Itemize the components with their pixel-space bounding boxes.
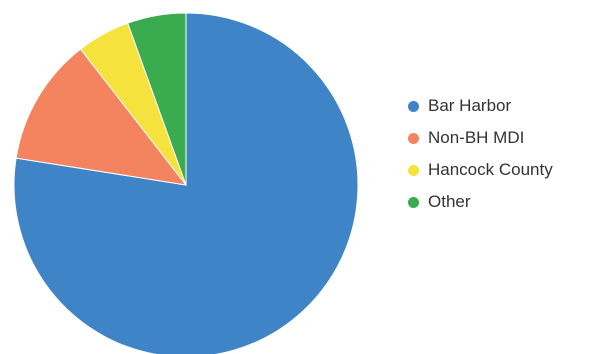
legend-item-bar-harbor: Bar Harbor bbox=[408, 93, 553, 119]
legend-swatch-other bbox=[408, 196, 419, 208]
pie-slice-non-bh-mdi bbox=[15, 48, 188, 186]
pie-plot bbox=[13, 12, 359, 354]
legend-label-hancock-county: Hancock County bbox=[428, 160, 553, 179]
legend-label-other: Other bbox=[428, 192, 471, 211]
chart-legend: Bar Harbor Non-BH MDI Hancock County Other bbox=[408, 93, 553, 221]
legend-item-other: Other bbox=[408, 189, 553, 215]
legend-swatch-non-bh-mdi bbox=[408, 132, 419, 144]
legend-swatch-bar-harbor bbox=[408, 100, 419, 112]
legend-swatch-hancock-county bbox=[408, 164, 419, 176]
legend-item-non-bh-mdi: Non-BH MDI bbox=[408, 125, 553, 151]
legend-item-hancock-county: Hancock County bbox=[408, 157, 553, 183]
legend-label-bar-harbor: Bar Harbor bbox=[428, 96, 512, 115]
pie-slice-other bbox=[127, 12, 187, 186]
legend-label-non-bh-mdi: Non-BH MDI bbox=[428, 128, 525, 147]
